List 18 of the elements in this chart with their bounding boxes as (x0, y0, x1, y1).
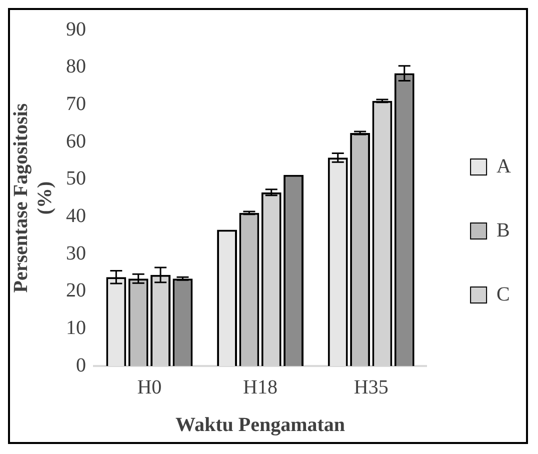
x-tick-label: H0 (137, 376, 162, 398)
legend-label: C (496, 283, 510, 306)
y-tick-label: 70 (66, 92, 86, 115)
y-tick-label: 40 (66, 204, 86, 227)
y-axis-title: Persentase Fagositosis (%) (10, 103, 56, 293)
y-tick-label: 10 (66, 316, 86, 339)
x-axis-title: Waktu Pengamatan (176, 414, 346, 436)
x-tick-label: H35 (354, 376, 388, 398)
y-tick-label: 60 (66, 130, 86, 152)
y-tick-label: 0 (76, 354, 86, 376)
y-tick-label: 80 (66, 56, 86, 78)
legend-label: A (496, 155, 512, 178)
y-tick-label: 30 (66, 242, 86, 264)
legend-label: B (496, 219, 510, 242)
x-tick-label: H18 (243, 376, 278, 398)
y-tick-label: 50 (66, 168, 86, 190)
y-tick-label: 20 (66, 280, 86, 302)
y-tick-label: 90 (66, 18, 86, 40)
